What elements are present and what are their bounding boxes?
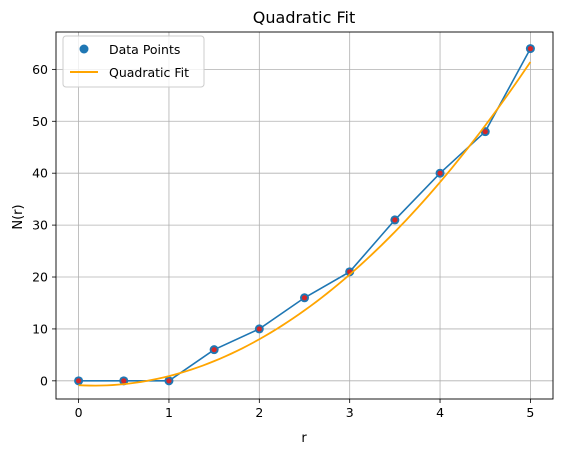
quadratic-fit-line <box>78 61 532 387</box>
data-point-center <box>166 378 172 384</box>
legend-label-data-points: Data Points <box>109 42 180 57</box>
axes-frame <box>55 31 554 400</box>
data-point-center <box>256 326 262 332</box>
data-point-center <box>482 129 488 135</box>
legend-box <box>62 35 205 88</box>
x-tick-label: 5 <box>526 405 534 420</box>
y-tick-label: 20 <box>32 270 48 285</box>
x-tick-label: 0 <box>75 405 83 420</box>
legend-label-quadratic-fit: Quadratic Fit <box>109 65 189 80</box>
data-point-center <box>392 217 398 223</box>
legend: Data Points Quadratic Fit <box>62 35 205 88</box>
data-point-center <box>121 378 127 384</box>
data-point-center <box>527 46 534 52</box>
x-tick-label: 1 <box>165 405 173 420</box>
y-tick-label: 50 <box>32 114 48 129</box>
y-tick-label: 60 <box>32 62 48 77</box>
data-point-center <box>211 347 217 353</box>
chart-title: Quadratic Fit <box>253 8 355 27</box>
y-tick-label: 30 <box>32 218 48 233</box>
legend-marker-data-points <box>79 44 89 54</box>
x-tick-label: 3 <box>346 405 354 420</box>
y-tick-label: 0 <box>40 373 48 388</box>
y-tick-label: 40 <box>32 166 48 181</box>
data-point-center <box>301 295 308 301</box>
x-axis-label: r <box>301 431 307 446</box>
data-point-center <box>75 378 82 384</box>
x-tick-label: 4 <box>436 405 444 420</box>
x-tick-label: 2 <box>255 405 263 420</box>
data-point-center <box>437 170 443 176</box>
y-tick-label: 10 <box>32 321 48 336</box>
y-axis-label: N(r) <box>11 204 26 229</box>
